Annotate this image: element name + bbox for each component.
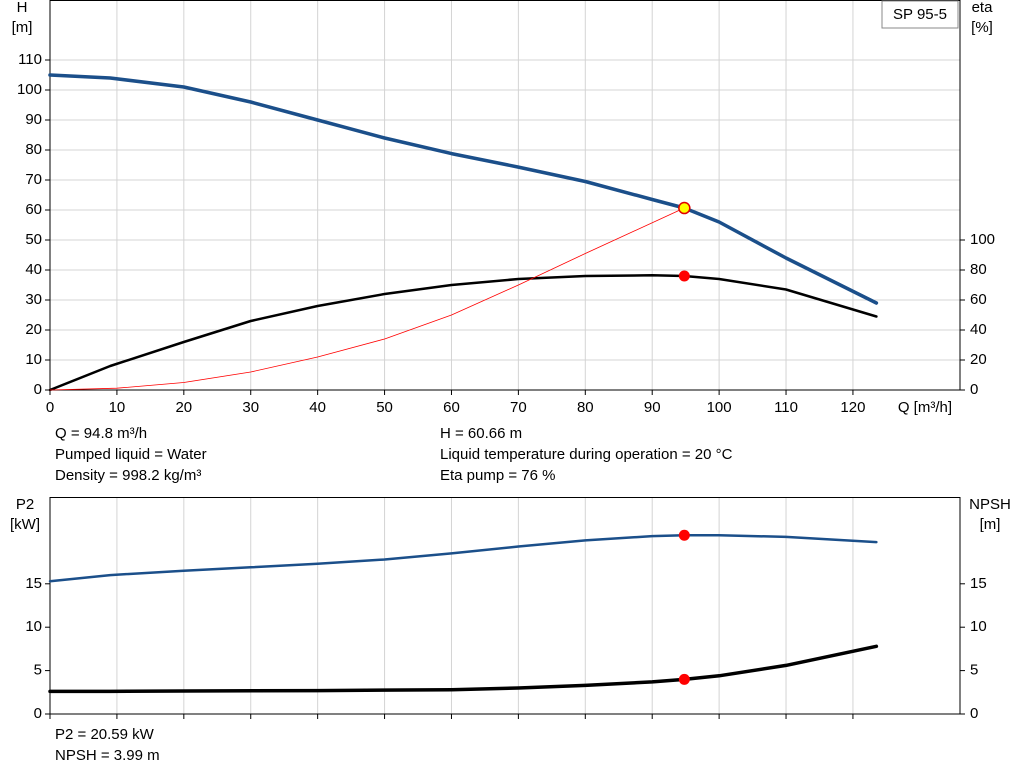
x-tick-label: 20 (175, 399, 192, 416)
y2-tick-label: 0 (970, 705, 978, 722)
duty-point (678, 201, 691, 215)
y-tick-label: 30 (25, 291, 42, 308)
y-axis-unit: [kW] (10, 516, 40, 533)
x-tick-label: 110 (774, 399, 798, 416)
y2-axis-label: eta (972, 0, 994, 16)
y2-tick-label: 10 (970, 618, 987, 635)
y-tick-label: 15 (25, 575, 42, 592)
curve (48, 274, 878, 392)
curve (49, 207, 685, 391)
y2-tick-label: 40 (970, 321, 987, 338)
y-axis-label: P2 (16, 496, 34, 513)
duty-point (678, 270, 690, 282)
operating-info: Density = 998.2 kg/m³ (55, 467, 201, 484)
y2-tick-label: 0 (970, 381, 978, 398)
y-tick-label: 0 (34, 381, 42, 398)
duty-point (678, 673, 690, 685)
curve (48, 533, 878, 583)
y-tick-label: 5 (34, 662, 42, 679)
y2-tick-label: 20 (970, 351, 987, 368)
x-tick-label: 80 (577, 399, 594, 416)
y2-tick-label: 15 (970, 575, 987, 592)
operating-info: P2 = 20.59 kW (55, 726, 155, 743)
operating-info: Q = 94.8 m³/h (55, 425, 147, 442)
y-tick-label: 110 (18, 51, 42, 68)
y-tick-label: 70 (25, 171, 42, 188)
y2-axis-unit: [%] (971, 19, 993, 36)
x-tick-label: 60 (443, 399, 460, 416)
x-tick-label: 70 (510, 399, 527, 416)
y-tick-label: 90 (25, 111, 42, 128)
y-tick-label: 40 (25, 261, 42, 278)
operating-info: H = 60.66 m (440, 425, 522, 442)
x-tick-label: 40 (309, 399, 326, 416)
y-tick-label: 100 (17, 81, 42, 98)
x-tick-label: 120 (840, 399, 865, 416)
y2-axis-unit: [m] (980, 516, 1001, 533)
plot-frame (49, 0, 961, 391)
curve (48, 73, 879, 305)
chart-title: SP 95-5 (893, 6, 947, 23)
y-tick-label: 20 (25, 321, 42, 338)
y-axis-unit: [m] (12, 19, 33, 36)
title-box (881, 0, 959, 29)
y2-axis-label: NPSH (969, 496, 1011, 513)
y-tick-label: 10 (25, 351, 42, 368)
y-tick-label: 10 (25, 618, 42, 635)
x-tick-label: 90 (644, 399, 661, 416)
y2-tick-label: 60 (970, 291, 987, 308)
y-tick-label: 60 (25, 201, 42, 218)
x-tick-label: 0 (46, 399, 54, 416)
x-tick-label: 10 (109, 399, 126, 416)
y-tick-label: 50 (25, 231, 42, 248)
x-tick-label: 100 (707, 399, 732, 416)
y-tick-label: 0 (34, 705, 42, 722)
x-axis-label: Q [m³/h] (898, 399, 952, 416)
operating-info: NPSH = 3.99 m (55, 747, 160, 764)
x-tick-label: 50 (376, 399, 393, 416)
y-tick-label: 80 (25, 141, 42, 158)
x-tick-label: 30 (242, 399, 259, 416)
y-axis-label: H (17, 0, 28, 16)
curve (48, 644, 879, 694)
operating-info: Eta pump = 76 % (440, 467, 556, 484)
operating-info: Pumped liquid = Water (55, 446, 207, 463)
duty-point (678, 529, 690, 541)
operating-info: Liquid temperature during operation = 20… (440, 446, 733, 463)
y2-tick-label: 80 (970, 261, 987, 278)
y2-tick-label: 100 (970, 231, 995, 248)
y2-tick-label: 5 (970, 662, 978, 679)
plot-frame (49, 497, 961, 715)
